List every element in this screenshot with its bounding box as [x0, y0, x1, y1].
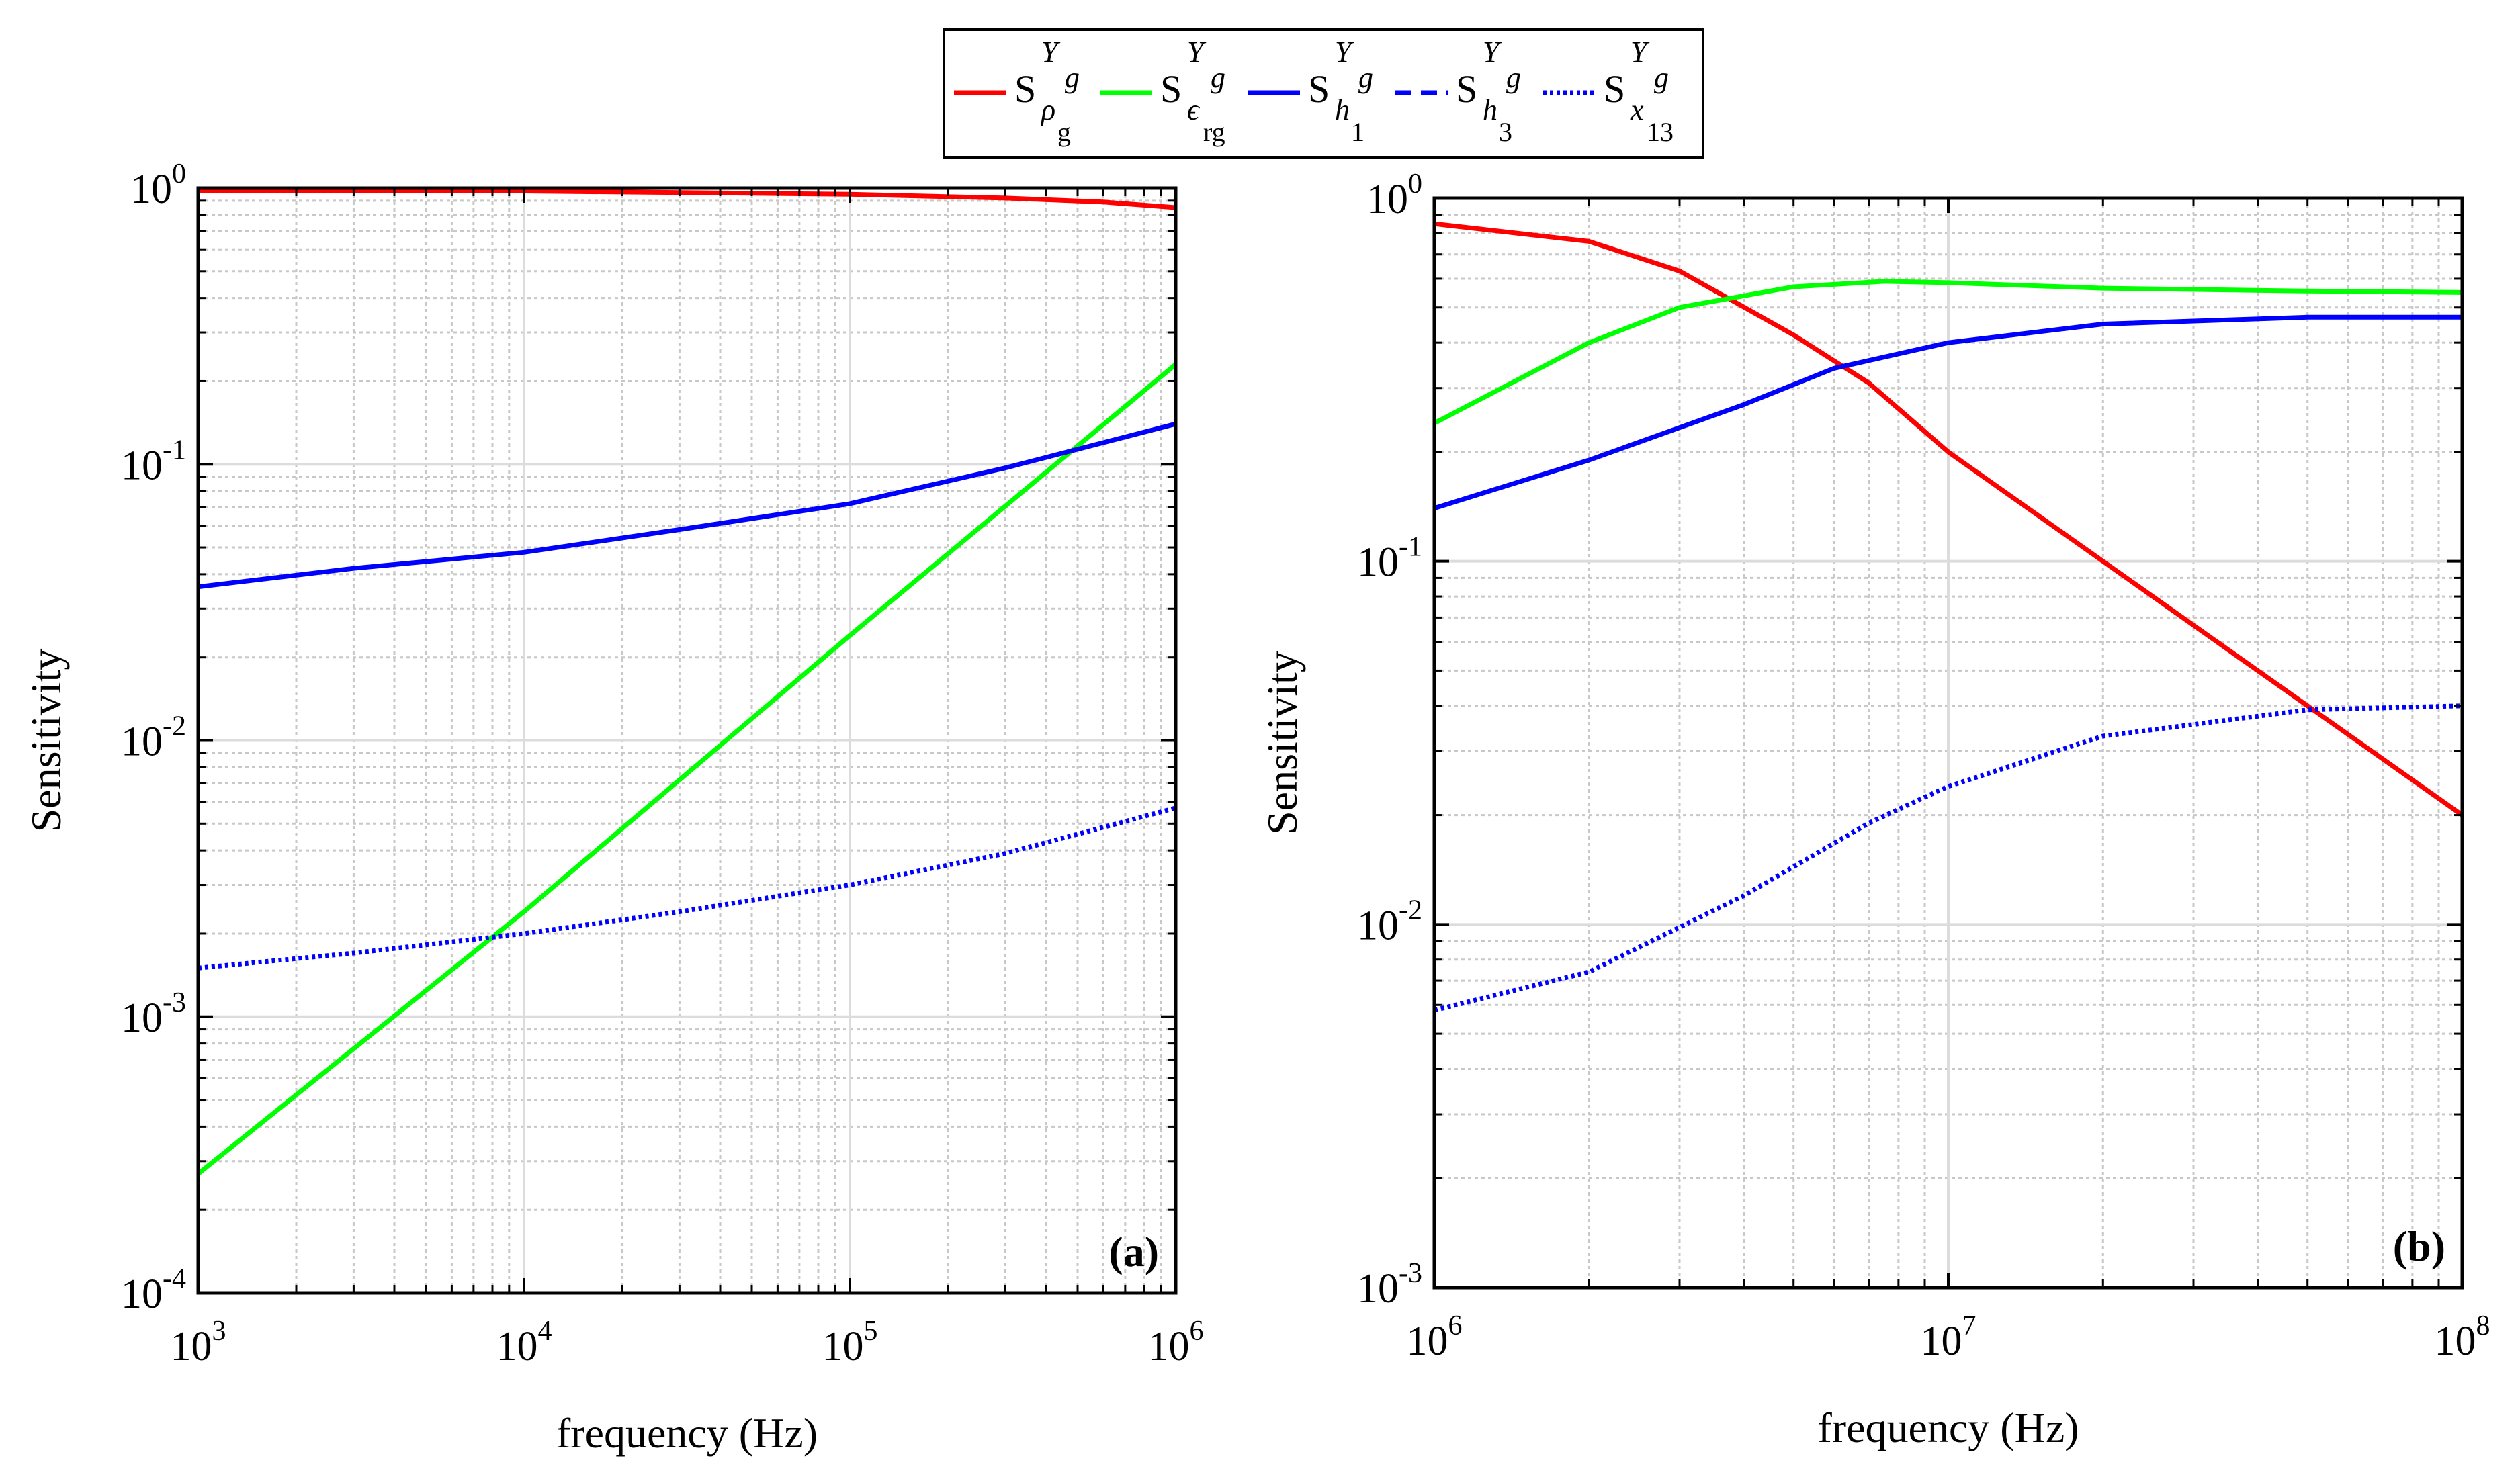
legend-label-subsub: 3	[1499, 117, 1512, 147]
x-tick-label: 105	[822, 1316, 878, 1369]
axes-box	[196, 186, 1178, 1295]
legend-label-base: S	[1456, 67, 1477, 111]
series-line-S_h1	[1433, 314, 2462, 511]
legend-label-sub: h	[1335, 93, 1350, 126]
y-axis-label: Sensitivity	[22, 649, 70, 833]
legend-label-base: S	[1160, 67, 1182, 111]
series-line-S_eps_rg	[1433, 279, 2463, 426]
legend-label-sub: x	[1630, 93, 1644, 126]
panel-a: 103 104 105 106 10-4 10-3 10-2 10-1 100 frequency…	[22, 159, 1204, 1457]
x-tick-label: 106	[1407, 1310, 1463, 1364]
series-line-S_h1	[198, 421, 1176, 590]
x-tick-label: 108	[2435, 1310, 2490, 1364]
legend-label-subsup: g	[1358, 61, 1373, 94]
x-tick-label: 106	[1148, 1316, 1204, 1369]
y-tick-label: 10-1	[1357, 532, 1422, 586]
x-tick-label: 103	[171, 1316, 226, 1369]
legend-label-base: S	[1014, 67, 1036, 111]
y-tick-label: 10-3	[1357, 1258, 1422, 1312]
panel-label: (a)	[1109, 1228, 1159, 1275]
legend-label-subsub: g	[1057, 117, 1071, 147]
series-group	[1433, 221, 2464, 1013]
legend-label-subsub: 13	[1647, 117, 1674, 147]
legend-label-subsup: g	[1065, 61, 1080, 94]
legend-label-sup: Y	[1335, 36, 1354, 69]
y-tick-label: 10-2	[1357, 895, 1422, 948]
x-tick-label: 107	[1921, 1310, 1976, 1364]
legend-label-sub: ρ	[1040, 93, 1055, 126]
y-axis-label: Sensitivity	[1258, 651, 1306, 835]
series-line-S_x13	[1434, 703, 2463, 1013]
legend-label-sup: Y	[1187, 36, 1207, 69]
legend-label-sup: Y	[1041, 36, 1061, 69]
panel-label: (b)	[2393, 1222, 2445, 1270]
legend-label-subsup: g	[1211, 61, 1225, 94]
axes-box	[1432, 196, 2464, 1290]
x-tick-label: 104	[496, 1316, 552, 1369]
legend-box	[943, 28, 1704, 159]
y-tick-label: 10-2	[121, 711, 186, 765]
x-axis-label: frequency (Hz)	[1817, 1404, 2079, 1451]
legend-label-subsub: 1	[1351, 117, 1364, 147]
y-tick-label: 10-3	[121, 987, 186, 1041]
legend-label-sub: h	[1483, 93, 1497, 126]
legend-label-base: S	[1604, 67, 1625, 111]
series-line-S_rho_g	[198, 188, 1176, 210]
series-line-S_rho_g	[1434, 221, 2464, 817]
x-axis-label: frequency (Hz)	[556, 1409, 818, 1457]
y-tick-label: 10-4	[121, 1263, 186, 1317]
legend-label-base: S	[1308, 67, 1330, 111]
legend-label-subsup: g	[1506, 61, 1521, 94]
legend-label-sup: Y	[1483, 36, 1502, 69]
series-group	[196, 188, 1178, 1176]
panel-b: 106 107 108 10-3 10-2 10-1 100 frequency (Hz) Se…	[1258, 169, 2490, 1451]
legend-label-subsup: g	[1654, 61, 1669, 94]
legend-label-subsub: rg	[1203, 117, 1225, 147]
y-tick-label: 100	[1366, 169, 1422, 222]
y-tick-label: 100	[130, 159, 186, 212]
legend-label-sub: ϵ	[1187, 93, 1201, 126]
series-line-S_x13	[198, 805, 1176, 971]
series-line-S_eps_rg	[196, 362, 1178, 1176]
legend-label-sup: Y	[1631, 36, 1650, 69]
y-tick-label: 10-1	[121, 435, 186, 488]
